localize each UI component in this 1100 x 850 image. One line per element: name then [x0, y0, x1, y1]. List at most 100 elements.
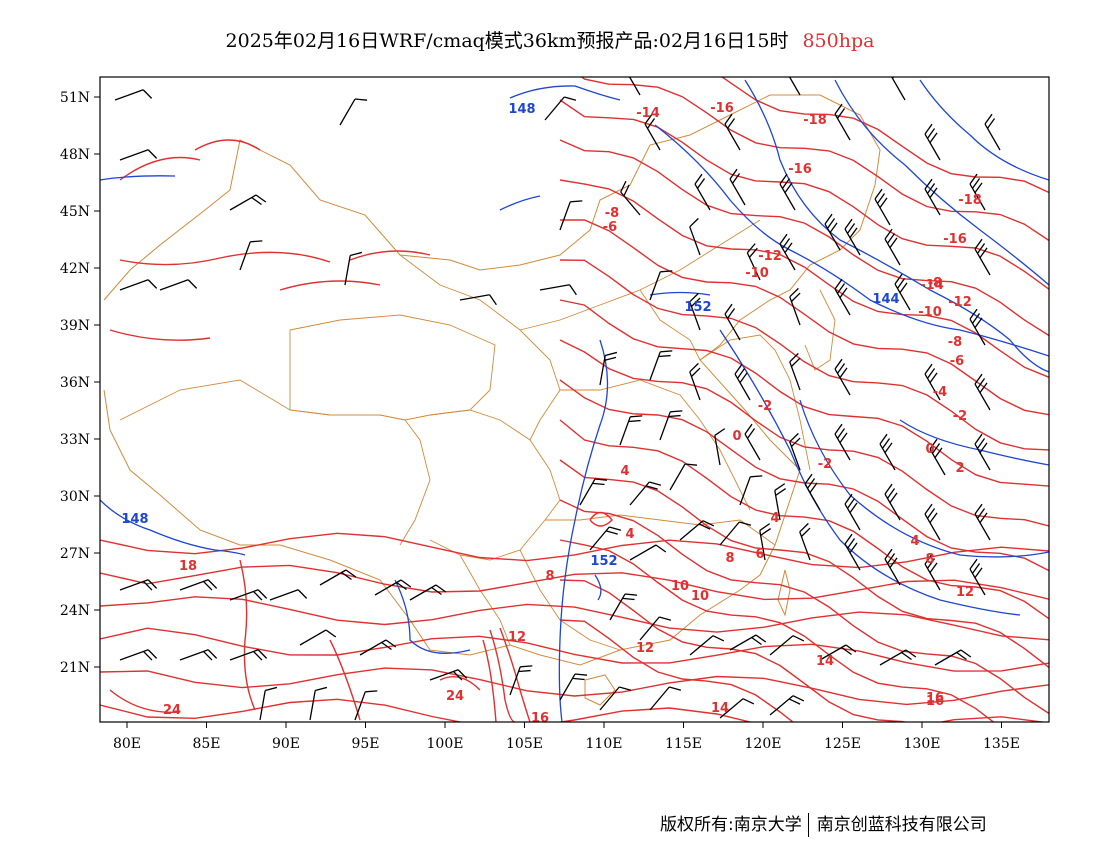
temperature-label: -6	[950, 354, 964, 369]
wind-barb	[374, 579, 412, 596]
province-border	[429, 409, 561, 561]
wind-barb	[689, 635, 725, 656]
temperature-isotherm	[559, 99, 1049, 290]
wind-barb	[719, 698, 755, 719]
wind-barb	[259, 686, 278, 721]
temperature-label: -8	[948, 335, 962, 350]
temperature-label: 4	[910, 534, 919, 549]
wind-barb	[834, 278, 851, 316]
wind-barb	[889, 77, 906, 101]
temperature-label: 12	[636, 641, 654, 656]
wind-barb	[789, 432, 801, 471]
temperature-label: -8	[605, 206, 619, 221]
wind-barb	[799, 522, 811, 561]
x-tick-label: 120E	[745, 736, 782, 752]
map-title: 2025年02月16日WRF/cmaq模式36km预报产品:02月16日15时 8…	[0, 26, 1100, 53]
temperature-label: 14	[816, 654, 834, 669]
wind-barb	[789, 287, 801, 326]
temperature-label: -2	[818, 457, 832, 472]
wind-barb	[974, 503, 991, 541]
wind-barb	[969, 173, 986, 211]
temperature-label: -18	[803, 113, 827, 128]
temperature-label: 4	[770, 511, 779, 526]
wind-barb	[609, 593, 638, 621]
geopotential-contours	[100, 79, 1049, 722]
wind-barb	[719, 521, 752, 546]
y-tick-label: 21N	[60, 660, 90, 676]
province-border	[289, 314, 496, 421]
temperature-isotherm	[100, 667, 1049, 706]
temperature-isotherm	[349, 250, 431, 261]
wind-barb	[299, 629, 337, 646]
temperature-label: 12	[956, 585, 974, 600]
wind-barb	[509, 665, 533, 696]
temperature-isotherm	[482, 639, 497, 722]
temperature-isotherm	[109, 329, 211, 341]
wind-barb	[844, 493, 861, 531]
wind-barb	[309, 686, 328, 721]
province-border	[519, 219, 761, 331]
y-axis: 51N 48N 45N 42N 39N 36N 33N 30N 27N 24N 21N	[60, 90, 100, 676]
x-tick-label: 125E	[824, 736, 861, 752]
wind-barb	[844, 218, 861, 256]
height-isoline	[799, 399, 1049, 558]
island-outline	[584, 674, 616, 706]
height-isoline	[654, 124, 1049, 357]
temperature-label: -2	[953, 409, 967, 424]
temperature-label: -18	[958, 193, 982, 208]
height-isoline	[509, 85, 621, 101]
temperature-label: -6	[603, 220, 617, 235]
coastline	[699, 334, 811, 471]
y-tick-label: 42N	[60, 261, 90, 277]
temperature-label: -10	[745, 266, 769, 281]
temperature-isotherm	[720, 77, 1049, 194]
y-tick-label: 45N	[60, 204, 90, 220]
temperature-isotherm	[100, 627, 1049, 672]
province-border	[399, 254, 561, 441]
wind-barb	[159, 279, 198, 291]
height-isoline	[834, 79, 1049, 286]
wind-barbs	[114, 77, 1001, 721]
wind-barb	[724, 303, 741, 341]
wind-barb	[599, 351, 618, 386]
wind-barb	[729, 634, 767, 651]
copyright-footer: 版权所有:南京大学 南京创蓝科技有限公司	[660, 810, 987, 837]
wind-barb	[319, 569, 357, 586]
wind-barb	[619, 415, 643, 446]
wind-barb	[179, 579, 218, 591]
wind-barb	[649, 686, 682, 711]
wind-barb	[969, 308, 986, 346]
x-tick-label: 95E	[351, 736, 379, 752]
wind-barb	[649, 270, 673, 301]
credits-divider	[807, 813, 809, 837]
temperature-isotherm	[559, 419, 1049, 620]
wind-barb	[739, 475, 763, 506]
temperature-isotherm	[559, 499, 1049, 715]
x-tick-label: 115E	[665, 736, 702, 752]
wind-barb	[759, 523, 771, 561]
temperature-label: -14	[920, 278, 944, 293]
wind-barb	[844, 533, 861, 571]
copyright-company: 南京创蓝科技有限公司	[816, 815, 987, 835]
temperature-label: -4	[933, 385, 947, 400]
temperature-isotherm	[560, 219, 1049, 416]
border-layer	[103, 94, 881, 706]
wind-barb	[559, 673, 588, 701]
temperature-label: 18	[179, 559, 197, 574]
wind-barb	[354, 690, 378, 721]
wind-barb	[834, 423, 851, 461]
wind-barb	[114, 89, 153, 101]
wind-barb	[669, 463, 698, 491]
temperature-label: 14	[711, 701, 729, 716]
height-isoline	[899, 419, 1049, 466]
wind-barb	[824, 213, 841, 251]
x-tick-label: 90E	[272, 736, 300, 752]
temperature-label: 24	[163, 703, 181, 718]
temperature-label: 16	[926, 691, 944, 706]
temperature-isotherm	[100, 564, 1049, 601]
wind-barb	[589, 526, 622, 551]
temperature-label: -14	[636, 106, 660, 121]
wind-barb	[579, 478, 608, 506]
wind-barb	[624, 77, 641, 96]
temperature-label: 12	[508, 630, 526, 645]
